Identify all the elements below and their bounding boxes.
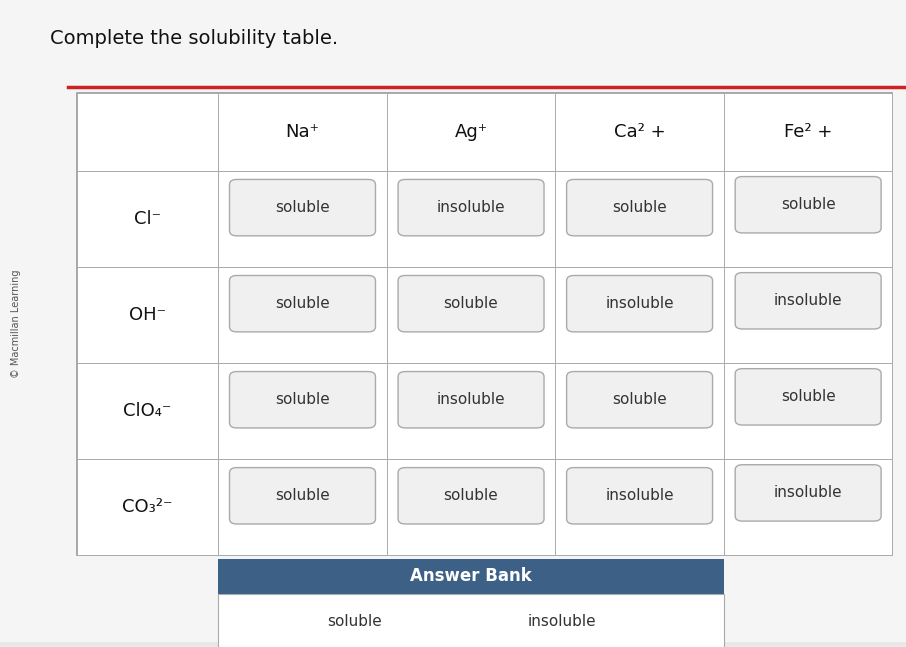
Bar bbox=[77, 363, 218, 459]
FancyBboxPatch shape bbox=[566, 371, 713, 428]
Bar bbox=[77, 459, 218, 555]
Text: soluble: soluble bbox=[444, 488, 498, 503]
Bar bbox=[77, 171, 218, 267]
FancyBboxPatch shape bbox=[229, 371, 375, 428]
Bar bbox=[724, 363, 892, 459]
Text: soluble: soluble bbox=[275, 296, 330, 311]
Text: soluble: soluble bbox=[781, 197, 835, 212]
Bar bbox=[555, 267, 724, 363]
Bar bbox=[218, 171, 387, 267]
Text: Cl⁻: Cl⁻ bbox=[134, 210, 161, 228]
Text: soluble: soluble bbox=[275, 200, 330, 215]
FancyBboxPatch shape bbox=[229, 179, 375, 236]
Text: Complete the solubility table.: Complete the solubility table. bbox=[50, 29, 338, 48]
Text: insoluble: insoluble bbox=[605, 488, 674, 503]
Bar bbox=[387, 363, 555, 459]
Text: insoluble: insoluble bbox=[437, 200, 506, 215]
FancyBboxPatch shape bbox=[229, 276, 375, 332]
Text: Ag⁺: Ag⁺ bbox=[455, 123, 487, 141]
Bar bbox=[724, 171, 892, 267]
Bar bbox=[218, 594, 724, 647]
Text: ClO₄⁻: ClO₄⁻ bbox=[123, 402, 172, 421]
FancyBboxPatch shape bbox=[398, 468, 544, 524]
FancyBboxPatch shape bbox=[566, 179, 713, 236]
Text: Ca² +: Ca² + bbox=[613, 123, 665, 141]
FancyBboxPatch shape bbox=[735, 465, 882, 521]
Bar bbox=[387, 93, 555, 171]
Bar bbox=[724, 459, 892, 555]
Bar bbox=[218, 93, 387, 171]
Bar bbox=[218, 363, 387, 459]
Text: OH⁻: OH⁻ bbox=[129, 306, 166, 324]
Bar bbox=[387, 171, 555, 267]
Text: soluble: soluble bbox=[612, 392, 667, 407]
Bar bbox=[77, 93, 892, 555]
FancyBboxPatch shape bbox=[735, 272, 882, 329]
Text: soluble: soluble bbox=[327, 613, 382, 629]
FancyBboxPatch shape bbox=[735, 369, 882, 425]
FancyBboxPatch shape bbox=[479, 598, 645, 644]
Text: insoluble: insoluble bbox=[605, 296, 674, 311]
Text: insoluble: insoluble bbox=[774, 485, 843, 500]
Bar bbox=[555, 363, 724, 459]
Bar bbox=[724, 93, 892, 171]
Bar bbox=[724, 267, 892, 363]
FancyBboxPatch shape bbox=[566, 276, 713, 332]
Bar bbox=[387, 267, 555, 363]
FancyBboxPatch shape bbox=[272, 598, 438, 644]
FancyBboxPatch shape bbox=[398, 179, 544, 236]
Text: insoluble: insoluble bbox=[528, 613, 596, 629]
Text: insoluble: insoluble bbox=[774, 293, 843, 309]
FancyBboxPatch shape bbox=[735, 177, 882, 233]
Bar bbox=[555, 171, 724, 267]
Text: soluble: soluble bbox=[444, 296, 498, 311]
Text: Na⁺: Na⁺ bbox=[285, 123, 320, 141]
Text: © Macmillan Learning: © Macmillan Learning bbox=[11, 269, 22, 378]
Bar bbox=[218, 558, 724, 594]
Bar bbox=[555, 459, 724, 555]
Bar bbox=[218, 459, 387, 555]
Text: CO₃²⁻: CO₃²⁻ bbox=[122, 498, 173, 516]
FancyBboxPatch shape bbox=[398, 371, 544, 428]
Bar bbox=[218, 267, 387, 363]
Bar bbox=[77, 93, 218, 171]
Text: soluble: soluble bbox=[781, 389, 835, 404]
Bar bbox=[77, 267, 218, 363]
FancyBboxPatch shape bbox=[398, 276, 544, 332]
Text: soluble: soluble bbox=[275, 392, 330, 407]
Text: soluble: soluble bbox=[275, 488, 330, 503]
Text: soluble: soluble bbox=[612, 200, 667, 215]
FancyBboxPatch shape bbox=[229, 468, 375, 524]
FancyBboxPatch shape bbox=[566, 468, 713, 524]
Text: Fe² +: Fe² + bbox=[784, 123, 833, 141]
Bar bbox=[555, 93, 724, 171]
Text: insoluble: insoluble bbox=[437, 392, 506, 407]
Bar bbox=[387, 459, 555, 555]
Text: Answer Bank: Answer Bank bbox=[410, 567, 532, 585]
